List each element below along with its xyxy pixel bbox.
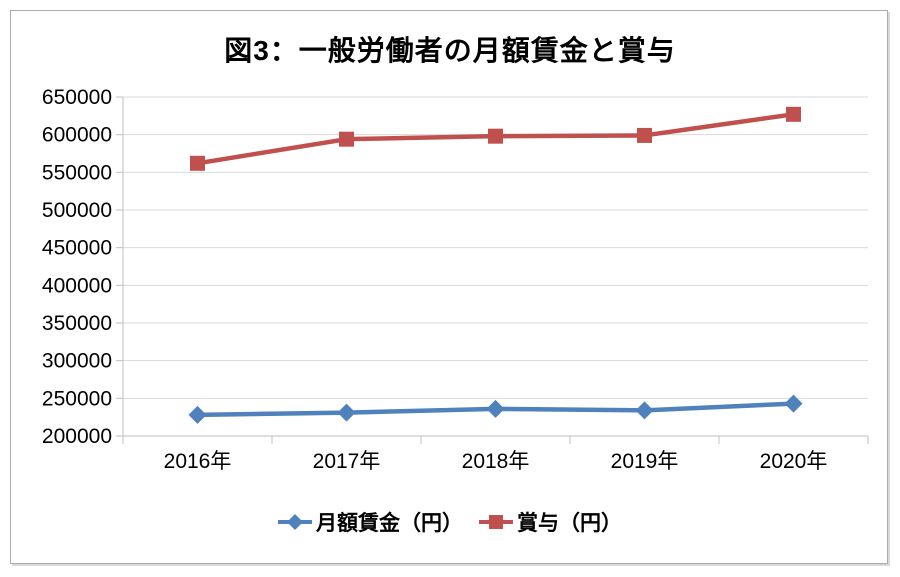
y-axis-tick-label: 500000 (42, 199, 112, 222)
data-point-square (637, 127, 652, 143)
y-axis-tick-label: 450000 (42, 237, 112, 260)
y-axis-tick-label: 200000 (42, 425, 112, 448)
data-point-square (488, 128, 503, 144)
x-axis-tick-label: 2016年 (164, 450, 232, 473)
data-point-square (339, 131, 354, 147)
legend-diamond-shape (287, 514, 303, 530)
y-axis-tick-label: 300000 (42, 350, 112, 373)
y-axis-tick-label: 400000 (42, 274, 112, 297)
chart-legend: 月額賃金（円） 賞与（円） (0, 503, 900, 541)
square-marker-icon (479, 515, 513, 529)
legend-item-monthly-wage: 月額賃金（円） (278, 507, 463, 537)
chart-frame (10, 10, 888, 564)
chart-title: 図3：一般労働者の月額賃金と賞与 (224, 35, 676, 66)
data-point-diamond (486, 399, 505, 418)
legend-label-monthly-wage: 月額賃金（円） (316, 512, 463, 535)
diamond-marker-icon (278, 514, 312, 530)
legend-item-bonus: 賞与（円） (479, 507, 622, 537)
y-axis-tick-label: 600000 (42, 124, 112, 147)
y-axis-tick-label: 550000 (42, 161, 112, 184)
data-point-square (190, 155, 205, 171)
y-axis-tick-label: 650000 (42, 86, 112, 109)
y-axis-tick-label: 250000 (42, 387, 112, 410)
data-point-diamond (784, 394, 803, 413)
legend-label-bonus: 賞与（円） (517, 512, 622, 535)
legend-square-shape (489, 515, 503, 529)
data-point-square (786, 106, 801, 122)
x-axis-tick-label: 2018年 (462, 450, 530, 473)
data-point-diamond (188, 405, 207, 424)
x-axis-tick-label: 2017年 (313, 450, 381, 473)
x-axis-tick-label: 2020年 (760, 450, 828, 473)
y-axis-tick-label: 350000 (42, 312, 112, 335)
data-point-diamond (635, 401, 654, 420)
x-axis-tick-label: 2019年 (611, 450, 679, 473)
data-point-diamond (337, 403, 356, 422)
